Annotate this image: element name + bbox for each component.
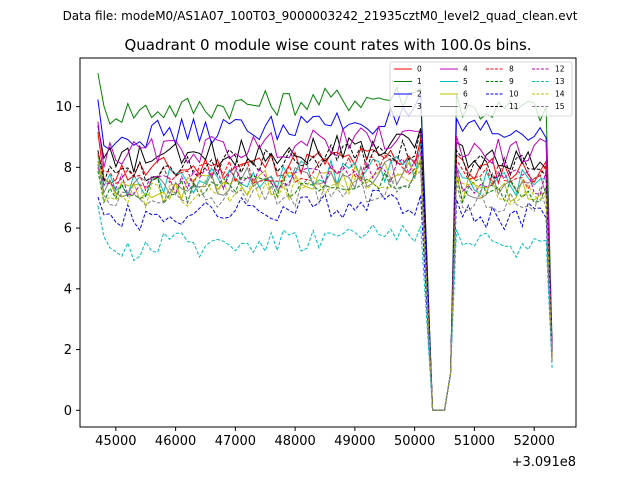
plot-area xyxy=(97,73,553,411)
x-tick-label: 47000 xyxy=(215,434,256,449)
legend-label-1: 1 xyxy=(417,77,422,86)
x-offset-label: +3.091e8 xyxy=(512,455,576,470)
series-line-8 xyxy=(97,137,553,411)
series-line-9 xyxy=(97,160,553,411)
legend-frame xyxy=(389,61,573,117)
y-tick-label: 8 xyxy=(64,161,72,176)
series-line-6 xyxy=(97,158,553,411)
y-tick-label: 10 xyxy=(55,100,72,115)
legend-label-3: 3 xyxy=(417,102,422,111)
legend-label-11: 11 xyxy=(509,102,519,111)
x-tick-label: 46000 xyxy=(155,434,196,449)
series-line-3 xyxy=(97,125,553,411)
x-tick-label: 50000 xyxy=(394,434,435,449)
legend-label-4: 4 xyxy=(463,65,468,74)
y-axis: 0 2 4 6 8 10 xyxy=(55,100,80,419)
legend-label-12: 12 xyxy=(555,65,565,74)
y-tick-label: 6 xyxy=(64,222,72,237)
legend-label-9: 9 xyxy=(509,77,514,86)
legend-label-8: 8 xyxy=(509,65,514,74)
series-line-2 xyxy=(97,92,553,411)
series-line-4 xyxy=(97,121,553,411)
legend-label-15: 15 xyxy=(555,102,565,111)
axes-frame xyxy=(79,57,577,428)
legend-label-13: 13 xyxy=(555,77,565,86)
legend-label-5: 5 xyxy=(463,77,468,86)
series-line-13 xyxy=(97,205,553,411)
y-tick-label: 2 xyxy=(64,343,72,358)
x-axis: 45000 46000 47000 48000 49000 50000 51000 52000 xyxy=(95,427,555,449)
series-line-10 xyxy=(97,189,553,411)
legend-label-0: 0 xyxy=(417,65,422,74)
chart-suptitle: Data file: modeM0/AS1A07_100T03_90000032… xyxy=(63,9,578,23)
x-tick-label: 48000 xyxy=(274,434,315,449)
y-tick-label: 0 xyxy=(64,404,72,419)
series-line-7 xyxy=(97,157,553,411)
legend-label-6: 6 xyxy=(463,90,468,99)
x-tick-label: 45000 xyxy=(95,434,136,449)
legend-label-10: 10 xyxy=(509,90,519,99)
legend-label-14: 14 xyxy=(555,90,565,99)
y-tick-label: 4 xyxy=(64,282,72,297)
chart-title: Quadrant 0 module wise count rates with … xyxy=(124,36,531,54)
x-tick-label: 52000 xyxy=(513,434,554,449)
series-line-15 xyxy=(97,164,553,411)
x-tick-label: 51000 xyxy=(454,434,495,449)
x-tick-label: 49000 xyxy=(334,434,375,449)
legend-label-2: 2 xyxy=(417,90,422,99)
series-line-12 xyxy=(97,151,553,411)
series-line-14 xyxy=(97,156,553,411)
legend-label-7: 7 xyxy=(463,102,468,111)
